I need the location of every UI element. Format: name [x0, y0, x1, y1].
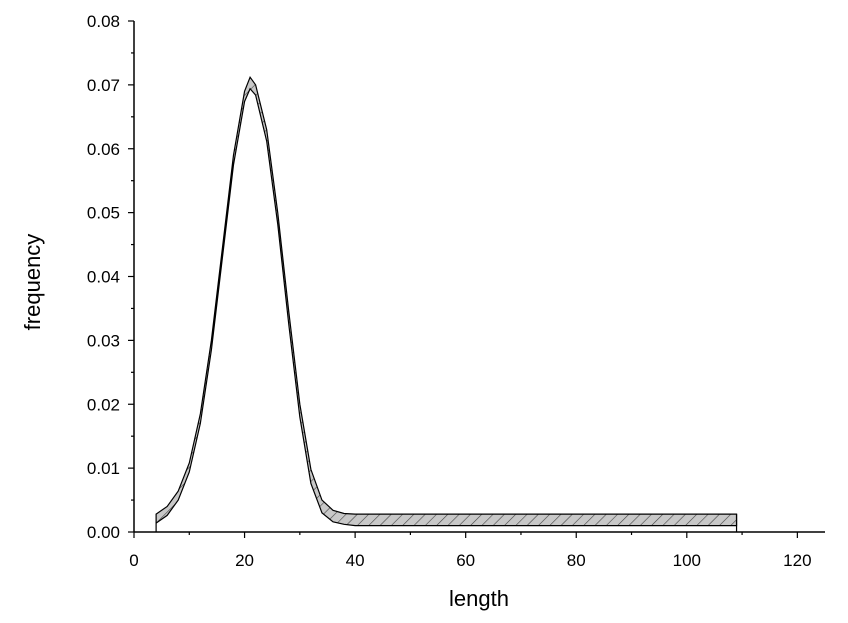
x-tick-label: 60	[456, 551, 475, 570]
x-tick-label: 120	[783, 551, 811, 570]
x-tick-label: 100	[673, 551, 701, 570]
series-0-band	[155, 75, 738, 527]
y-tick-label: 0.00	[87, 523, 120, 542]
x-tick-label: 20	[235, 551, 254, 570]
y-tick-label: 0.08	[87, 12, 120, 31]
y-tick-label: 0.02	[87, 395, 120, 414]
y-tick-label: 0.05	[87, 204, 120, 223]
y-tick-label: 0.06	[87, 140, 120, 159]
data-band-layer	[155, 75, 738, 532]
y-tick-label: 0.07	[87, 76, 120, 95]
y-tick-label: 0.03	[87, 331, 120, 350]
axes-layer: 0.00 0.01 0.02 0.03 0.04 0.05 0.06 0.07 0.08 0 20 4…	[87, 12, 825, 570]
x-tick-label: 80	[567, 551, 586, 570]
x-tick-label: 0	[129, 551, 138, 570]
y-axis-title: frequency	[20, 234, 45, 331]
y-tick-label: 0.04	[87, 268, 120, 287]
x-axis-title: length	[449, 586, 509, 611]
x-tick-label: 40	[346, 551, 365, 570]
y-tick-label: 0.01	[87, 459, 120, 478]
